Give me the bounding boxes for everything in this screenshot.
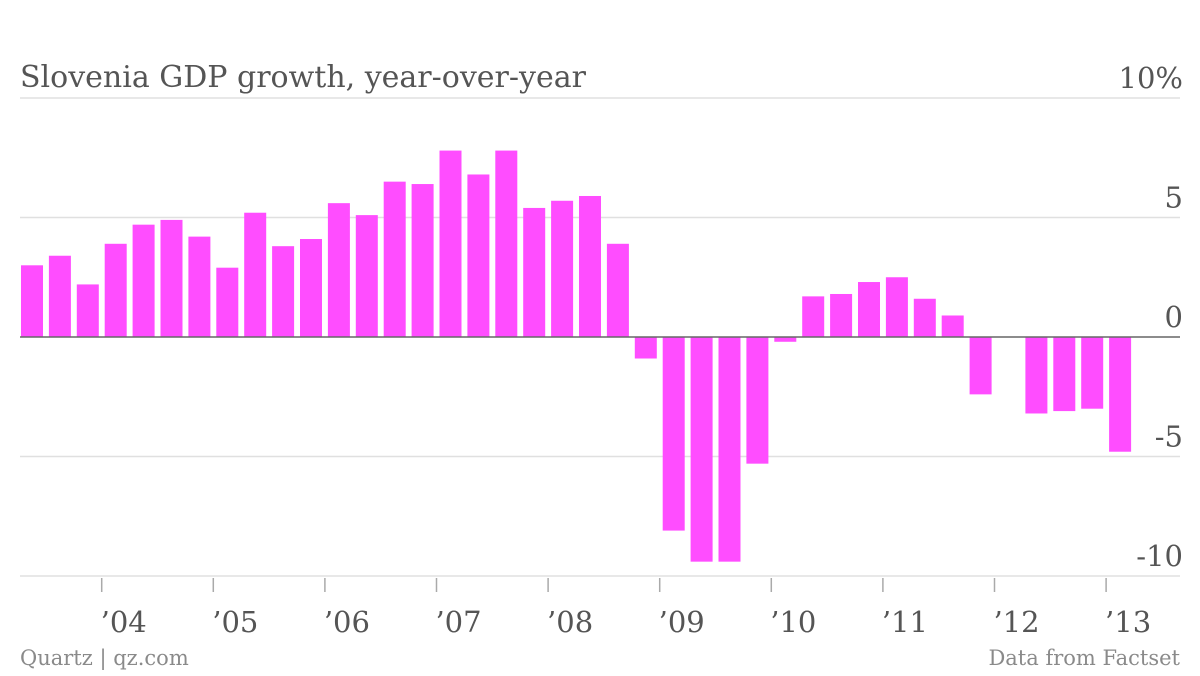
- bar: [132, 224, 155, 337]
- bar: [746, 337, 769, 464]
- data-source: Data from Factset: [988, 646, 1180, 670]
- bar: [662, 337, 685, 531]
- bar: [774, 337, 797, 342]
- y-tick-label: 0: [1165, 300, 1183, 334]
- bar: [188, 236, 211, 337]
- x-tick-label: ’11: [882, 605, 928, 639]
- bar: [1109, 337, 1132, 452]
- bar: [913, 298, 936, 337]
- bar: [830, 293, 853, 337]
- x-tick-label: ’04: [101, 605, 147, 639]
- bar: [1053, 337, 1076, 412]
- bar: [244, 212, 267, 337]
- x-tick-label: ’08: [547, 605, 593, 639]
- y-tick-labels: 10% 5 0 -5 -10: [1119, 61, 1183, 573]
- x-tick-label: ’13: [1105, 605, 1151, 639]
- bar: [858, 282, 880, 337]
- chart-title: Slovenia GDP growth, year-over-year: [20, 60, 586, 95]
- bar: [21, 265, 43, 337]
- bar: [579, 195, 601, 337]
- x-tick-label: ’07: [435, 605, 481, 639]
- y-tick-label: 5: [1165, 181, 1183, 215]
- source-credit: Quartz | qz.com: [20, 646, 189, 670]
- bar: [718, 337, 741, 562]
- x-tick-label: ’09: [659, 605, 705, 639]
- bar: [467, 174, 490, 337]
- bar: [300, 239, 322, 337]
- axes: [20, 336, 1180, 592]
- bar: [411, 184, 434, 337]
- y-tick-label: -5: [1155, 420, 1183, 454]
- bar: [885, 277, 908, 337]
- bar: [383, 181, 406, 337]
- bar: [802, 296, 825, 337]
- bar: [1025, 337, 1048, 414]
- bar: [327, 203, 350, 337]
- bar: [523, 207, 546, 337]
- bar: [48, 255, 71, 337]
- x-tick-label: ’10: [770, 605, 816, 639]
- bar: [690, 337, 713, 562]
- bar: [160, 219, 183, 337]
- bar: [439, 150, 462, 337]
- x-tick-label: ’05: [212, 605, 258, 639]
- y-tick-label: -10: [1136, 539, 1183, 573]
- bar: [76, 284, 99, 337]
- x-tick-labels: ’04 ’05 ’06 ’07 ’08 ’09 ’10 ’11 ’12 ’13: [101, 605, 1152, 639]
- bar: [606, 243, 629, 337]
- x-tick-label: ’06: [324, 605, 370, 639]
- bar: [216, 267, 239, 337]
- bar: [969, 337, 992, 395]
- bar: [495, 150, 518, 337]
- bars: [21, 150, 1132, 562]
- bar: [551, 200, 574, 337]
- x-tick-label: ’12: [993, 605, 1039, 639]
- bar: [272, 246, 295, 337]
- bar: [1081, 337, 1104, 409]
- bar: [634, 337, 657, 359]
- bar: [941, 315, 964, 337]
- y-tick-label: 10%: [1119, 61, 1183, 95]
- bar: [104, 243, 127, 337]
- bar: [355, 215, 378, 337]
